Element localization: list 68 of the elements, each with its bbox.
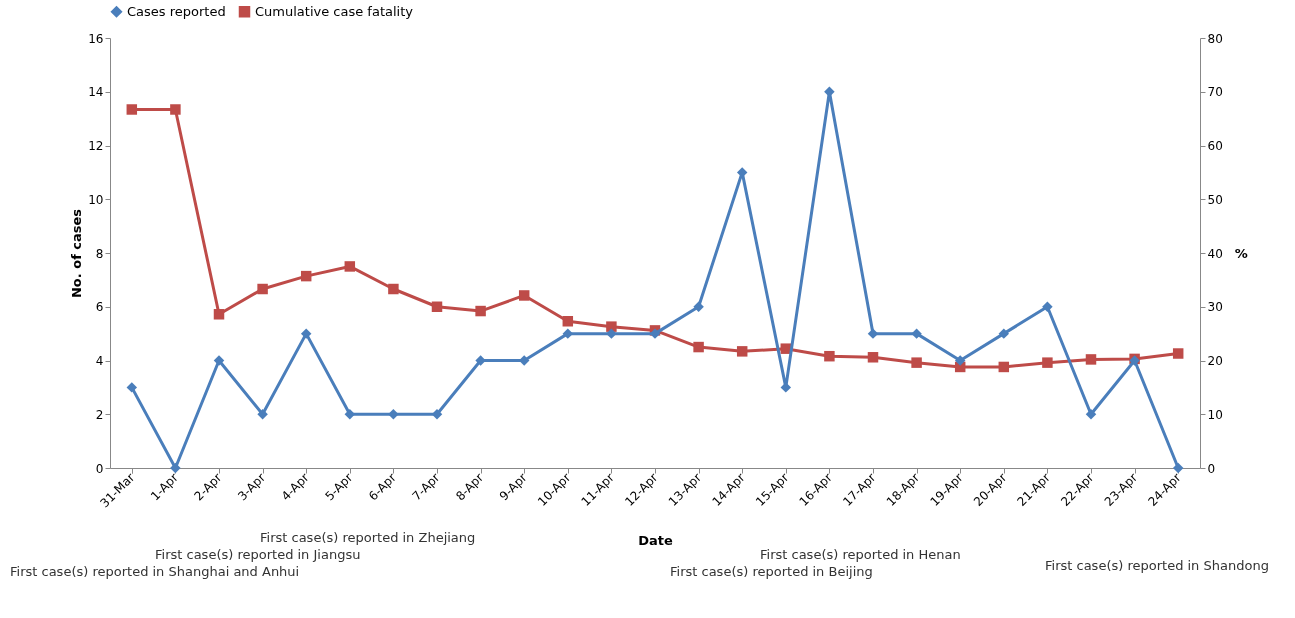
y-axis-title: No. of cases [69,208,85,299]
y2-tick-label: 60 [1207,139,1223,153]
point [998,361,1010,373]
point [213,355,225,366]
y-tick-label: 16 [88,31,104,46]
point [867,352,879,363]
text: First case(s) reported in Beijing [670,564,873,579]
y-tick-label: 0 [95,461,104,476]
point [693,301,704,312]
point [518,290,530,301]
text: First case(s) reported in Shandong [1045,558,1269,573]
point [475,305,486,317]
y2-tick-label: 40 [1207,246,1223,261]
legend-label: Cumulative case fatality [255,3,414,19]
y2-tick-label: 50 [1207,192,1223,207]
point [693,341,704,353]
point [606,328,617,339]
point [911,328,922,339]
legend-label: Cases reported [127,3,226,19]
point [257,409,268,420]
point [998,328,1010,339]
point [1172,462,1184,474]
point [867,328,879,339]
y2-tick-label: 30 [1207,300,1223,315]
y-tick-label: 8 [95,246,104,261]
y2-tick-label: 70 [1207,85,1223,100]
point [344,261,356,272]
point [431,409,443,420]
point [213,309,225,320]
point [126,382,138,393]
text: First case(s) reported in Shanghai and Anhui [10,564,300,579]
point [1085,409,1097,420]
y-tick-label: 6 [95,300,104,315]
x-axis-title: Date [638,532,673,548]
y2-tick-label: 20 [1207,354,1223,368]
point [388,409,399,420]
y2-tick-label: 10 [1207,407,1223,422]
point [257,283,268,295]
y2-tick-label: 80 [1207,31,1223,46]
text: First case(s) reported in Henan [760,547,961,562]
y-tick-label: 14 [88,85,104,100]
text: First case(s) reported in Jiangsu [155,547,361,562]
point [824,86,835,97]
point [126,104,138,115]
y2-tick-label: 0 [1207,461,1216,476]
point [911,357,922,368]
point [388,283,399,295]
point [475,355,486,366]
point [300,270,312,282]
point [170,462,181,474]
point [300,328,312,339]
point [954,355,966,366]
y-tick-label: 12 [88,139,104,153]
y2-axis-title: % [1234,245,1248,261]
y-tick-label: 2 [95,407,104,422]
point [736,346,748,357]
point [780,343,792,354]
point [170,104,181,115]
point [1085,354,1097,365]
point [1042,357,1053,368]
point [1172,348,1184,359]
point [1042,301,1053,312]
point [431,301,443,312]
point [562,316,574,327]
y-tick-label: 4 [95,354,104,368]
point [824,350,835,362]
text: First case(s) reported in Zhejiang [260,530,476,545]
y-tick-label: 10 [88,192,104,207]
